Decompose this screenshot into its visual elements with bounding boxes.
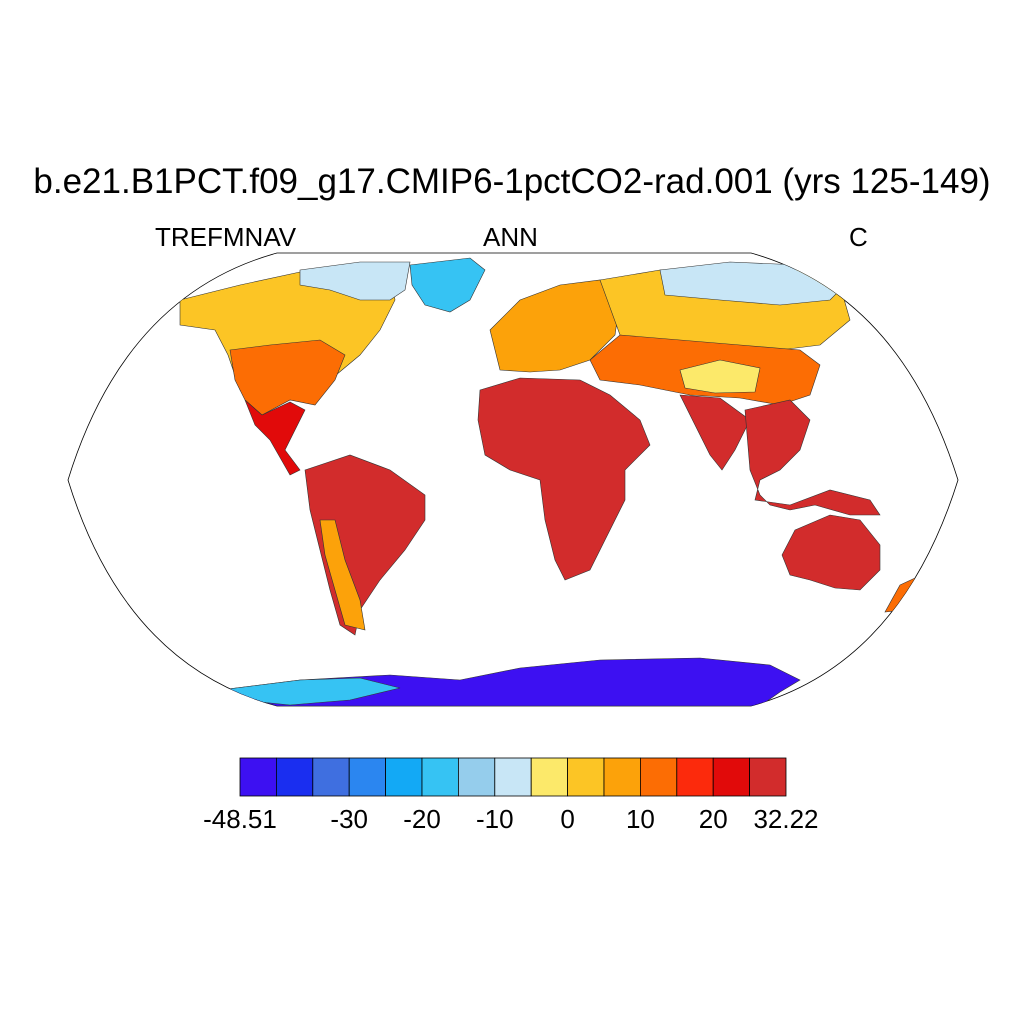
colorbar-swatch (749, 757, 787, 797)
colorbar-swatch (239, 757, 277, 797)
map-title: b.e21.B1PCT.f09_g17.CMIP6-1pctCO2-rad.00… (33, 162, 991, 201)
arctic-canada-region (299, 261, 411, 301)
colorbar-swatch (457, 757, 496, 797)
central-america-region (244, 399, 306, 476)
arctic-siberia-region (659, 261, 846, 306)
colorbar-tick-label: 10 (626, 804, 655, 834)
colorbar-tick-label: -20 (403, 804, 441, 834)
europe-region (489, 279, 621, 373)
colorbar: -48.51 -30 -20 -10 0 10 20 32.22 (203, 757, 819, 834)
units-label: C (849, 222, 868, 252)
colorbar-swatch (348, 757, 387, 797)
colorbar-swatch (421, 757, 459, 797)
colorbar-swatch (603, 757, 641, 797)
colorbar-swatch (712, 757, 751, 797)
colorbar-swatch (676, 757, 714, 797)
colorbar-tick-label: -48.51 (203, 804, 277, 834)
usa-region (229, 339, 346, 416)
land-regions (179, 257, 923, 706)
colorbar-swatch (530, 757, 569, 797)
colorbar-swatch (494, 757, 532, 797)
tibet-region (679, 359, 761, 394)
africa-region (477, 377, 651, 581)
andes-region (319, 519, 366, 631)
greenland-region (409, 257, 486, 313)
colorbar-tick-label: -30 (330, 804, 368, 834)
colorbar-tick-label: 32.22 (753, 804, 818, 834)
colorbar-swatch (312, 757, 350, 797)
colorbar-tick-label: 20 (699, 804, 728, 834)
colorbar-swatch (567, 757, 605, 797)
colorbar-tick-label: -10 (476, 804, 514, 834)
australia-region (781, 514, 881, 591)
southeast-asia-region (744, 399, 881, 516)
colorbar-swatch (385, 757, 423, 797)
map-projection (67, 252, 959, 707)
colorbar-tick-label: 0 (560, 804, 574, 834)
season-label: ANN (483, 222, 538, 252)
colorbar-swatch (640, 757, 678, 797)
variable-label: TREFMNAV (155, 222, 297, 252)
colorbar-swatch (275, 757, 314, 797)
india-region (679, 394, 751, 471)
